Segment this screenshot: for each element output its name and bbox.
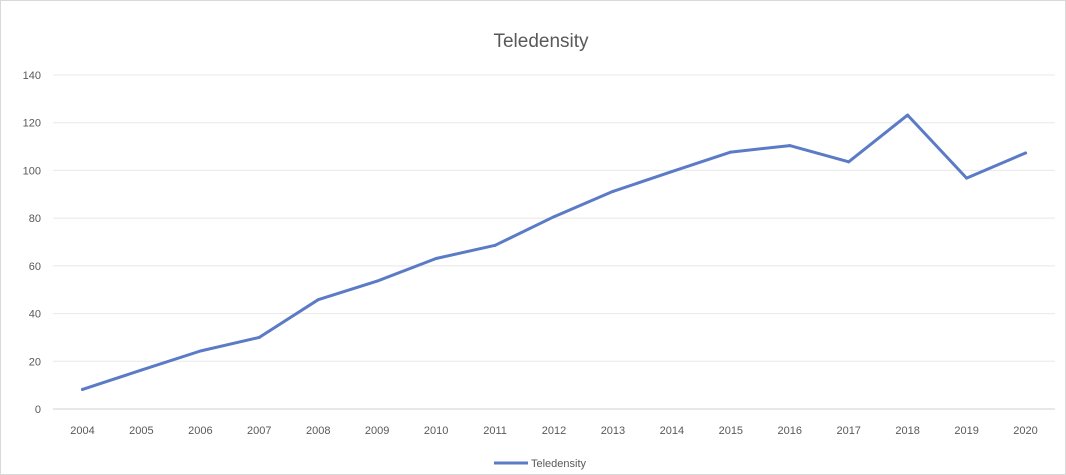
x-tick-label: 2012 — [542, 425, 566, 437]
gridlines — [53, 74, 1055, 410]
x-tick-label: 2010 — [424, 425, 448, 437]
data-point — [847, 160, 851, 164]
data-point — [493, 243, 497, 247]
y-tick-label: 140 — [23, 70, 41, 82]
x-tick-label: 2007 — [247, 425, 271, 437]
x-tick-label: 2005 — [129, 425, 153, 437]
data-point — [434, 256, 438, 260]
data-point — [80, 387, 84, 391]
y-tick-label: 40 — [29, 309, 41, 321]
data-point — [316, 298, 320, 302]
x-tick-label: 2016 — [778, 425, 802, 437]
x-tick-label: 2020 — [1013, 425, 1037, 437]
y-axis-tick-labels: 0 20 40 60 80 100 120 140 — [23, 70, 41, 416]
data-point — [1024, 151, 1028, 155]
x-axis-tick-labels: 2004 2005 2006 2007 2008 2009 2010 2011 2012 2013… — [70, 425, 1038, 437]
chart-title: Teledensity — [493, 31, 589, 52]
x-tick-label: 2004 — [70, 425, 94, 437]
legend-label: Teledensity — [531, 458, 587, 470]
x-tick-label: 2009 — [365, 425, 389, 437]
y-tick-label: 20 — [29, 356, 41, 368]
data-point — [906, 113, 910, 117]
y-tick-label: 60 — [29, 261, 41, 273]
x-tick-label: 2019 — [954, 425, 978, 437]
x-tick-label: 2013 — [601, 425, 625, 437]
data-point — [552, 215, 556, 219]
data-point — [139, 368, 143, 372]
data-point — [788, 144, 792, 148]
data-point — [611, 189, 615, 193]
data-point — [670, 170, 674, 174]
legend: Teledensity — [494, 458, 587, 470]
series-layer — [80, 113, 1028, 391]
y-tick-label: 120 — [23, 118, 41, 130]
data-point — [729, 150, 733, 154]
y-tick-label: 100 — [23, 165, 41, 177]
x-tick-label: 2011 — [483, 425, 507, 437]
data-point — [198, 349, 202, 353]
data-point — [257, 335, 261, 339]
data-point — [375, 279, 379, 283]
x-tick-label: 2018 — [895, 425, 919, 437]
x-tick-label: 2008 — [306, 425, 330, 437]
data-point — [965, 176, 969, 180]
x-tick-label: 2014 — [660, 425, 684, 437]
x-tick-label: 2017 — [836, 425, 860, 437]
x-tick-label: 2015 — [719, 425, 743, 437]
x-tick-label: 2006 — [188, 425, 212, 437]
y-tick-label: 80 — [29, 213, 41, 225]
series-line — [81, 113, 1027, 391]
y-tick-label: 0 — [35, 404, 41, 416]
